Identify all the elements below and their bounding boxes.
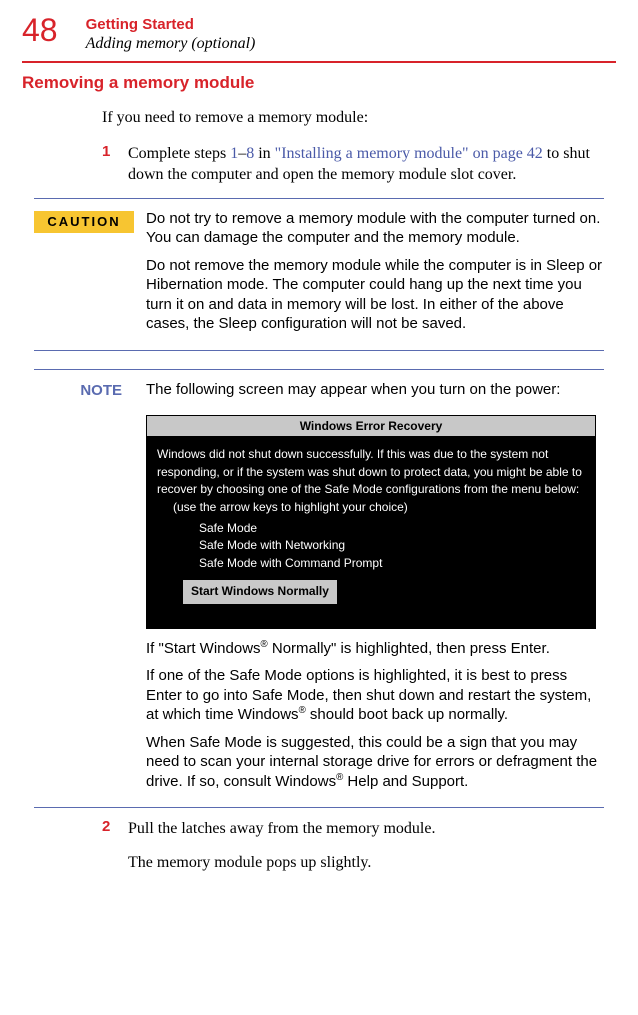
header-rule [22,61,616,63]
note-body: The following screen may appear when you… [134,380,604,408]
note-cont-body: If "Start Windows® Normally" is highligh… [134,639,604,800]
note-intro: The following screen may appear when you… [146,380,604,400]
note-top-rule [34,369,604,370]
note-p2a: If one of the Safe Mode options is highl… [146,667,567,684]
heading-removing: Removing a memory module [22,73,638,93]
step-2: 2 Pull the latches away from the memory … [102,818,604,840]
screenshot-msg: Windows did not shut down successfully. … [157,446,585,498]
opt-safe-mode-cmd: Safe Mode with Command Prompt [199,555,585,572]
note-badge: NOTE [34,382,134,399]
header-text: Getting Started Adding memory (optional) [86,14,256,53]
opt-start-normally: Start Windows Normally [183,580,337,603]
section-title: Adding memory (optional) [86,34,256,53]
note-p1: If "Start Windows® Normally" is highligh… [146,639,604,659]
start-row: Start Windows Normally [157,578,585,621]
step-1: 1 Complete steps 1–8 in "Installing a me… [102,143,604,186]
error-recovery-screenshot: Windows Error Recovery Windows did not s… [146,415,596,628]
note-p3: When Safe Mode is suggested, this could … [146,733,604,792]
note-p1b: Normally" is highlighted, then press [268,640,511,657]
note-cont: If "Start Windows® Normally" is highligh… [34,639,604,800]
caution-p2: Do not remove the memory module while th… [146,256,604,334]
intro-paragraph: If you need to remove a memory module: [102,107,604,129]
caution-badge: CAUTION [34,211,134,233]
caution-body: Do not try to remove a memory module wit… [134,209,604,342]
page-header: 48 Getting Started Adding memory (option… [0,0,638,53]
step-1-text: Complete steps 1–8 in "Installing a memo… [128,143,604,186]
screenshot-hint: (use the arrow keys to highlight your ch… [157,499,585,516]
note-p2c: should boot back up normally. [306,706,508,723]
step1-mid: in [254,145,274,162]
note-callout: NOTE The following screen may appear whe… [34,380,604,408]
step-1-number: 1 [102,143,128,186]
enter-key-2: Enter [146,687,182,704]
page-number: 48 [22,14,58,46]
caution-bottom-rule [34,350,604,351]
note-p3b: Help and Support. [343,773,468,790]
opt-safe-mode: Safe Mode [199,520,585,537]
step-2-after: The memory module pops up slightly. [128,852,604,874]
caution-top-rule [34,198,604,199]
chapter-title: Getting Started [86,16,256,34]
reg-1: ® [261,639,268,650]
step1-pre: Complete steps [128,145,230,162]
note-bottom-rule [34,807,604,808]
screenshot-options: Safe Mode Safe Mode with Networking Safe… [157,516,585,578]
step-2-text: Pull the latches away from the memory mo… [128,818,604,840]
screenshot-body: Windows did not shut down successfully. … [147,436,595,627]
note-p2: If one of the Safe Mode options is highl… [146,666,604,725]
note-p1c: . [546,640,550,657]
note-p1a: If "Start Windows [146,640,261,657]
step-2-number: 2 [102,818,128,840]
enter-key-1: Enter [511,640,546,657]
screenshot-title: Windows Error Recovery [147,416,595,436]
caution-callout: CAUTION Do not try to remove a memory mo… [34,209,604,342]
link-installing[interactable]: "Installing a memory module" on page 42 [275,145,543,162]
opt-safe-mode-net: Safe Mode with Networking [199,537,585,554]
reg-2: ® [299,705,306,716]
caution-p1: Do not try to remove a memory module wit… [146,209,604,248]
